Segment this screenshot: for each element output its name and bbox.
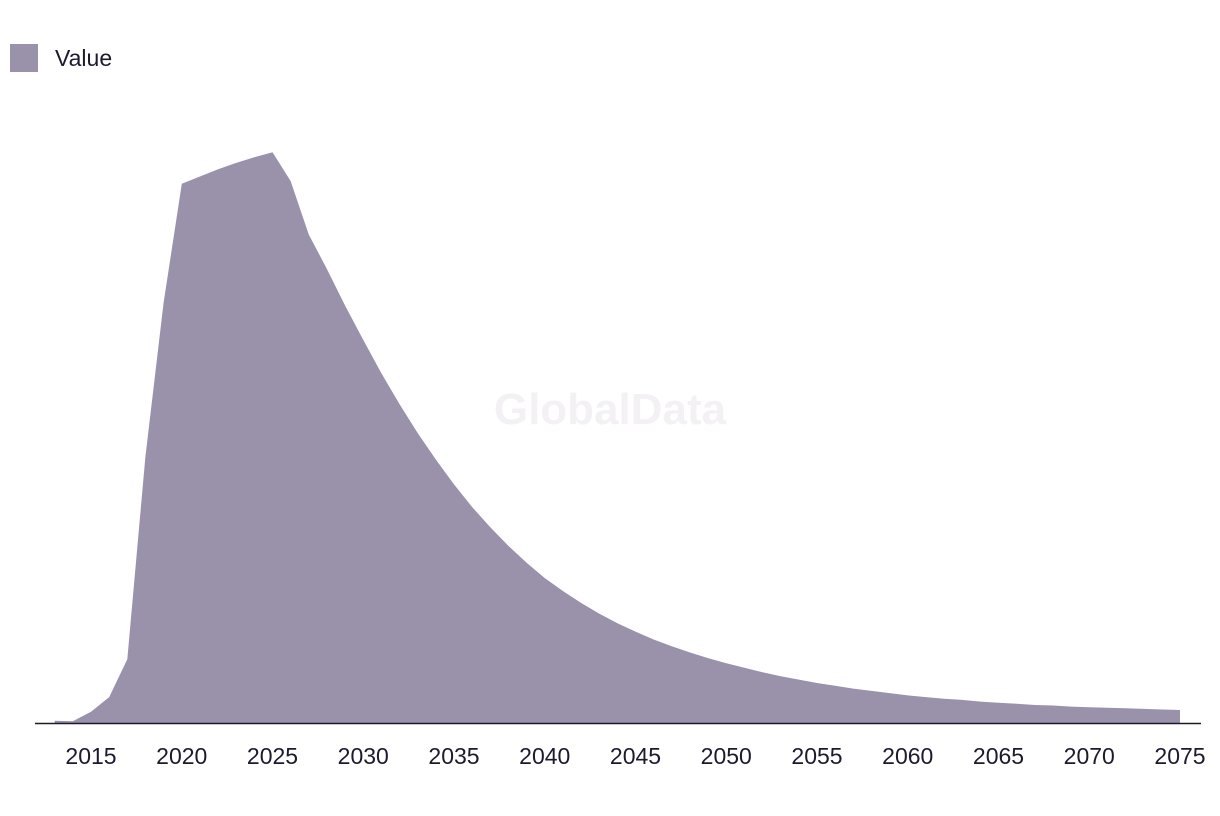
x-tick-label: 2075 xyxy=(1154,743,1205,769)
legend-swatch xyxy=(10,44,38,72)
x-tick-label: 2025 xyxy=(247,743,298,769)
x-tick-label: 2035 xyxy=(428,743,479,769)
x-tick-label: 2065 xyxy=(973,743,1024,769)
area-series-value xyxy=(54,152,1181,723)
legend: Value xyxy=(10,44,112,72)
x-axis-tick-labels: 2015 2020 2025 2030 2035 2040 2045 2050 2055 2060… xyxy=(65,743,1205,769)
watermark: GlobalData xyxy=(494,385,727,434)
x-tick-label: 2050 xyxy=(701,743,752,769)
legend-label: Value xyxy=(55,44,113,71)
x-tick-label: 2030 xyxy=(338,743,389,769)
x-tick-label: 2015 xyxy=(65,743,116,769)
x-tick-label: 2060 xyxy=(882,743,933,769)
x-tick-label: 2020 xyxy=(156,743,207,769)
x-tick-label: 2045 xyxy=(610,743,661,769)
x-tick-label: 2070 xyxy=(1064,743,1115,769)
x-tick-label: 2040 xyxy=(519,743,570,769)
x-tick-label: 2055 xyxy=(791,743,842,769)
